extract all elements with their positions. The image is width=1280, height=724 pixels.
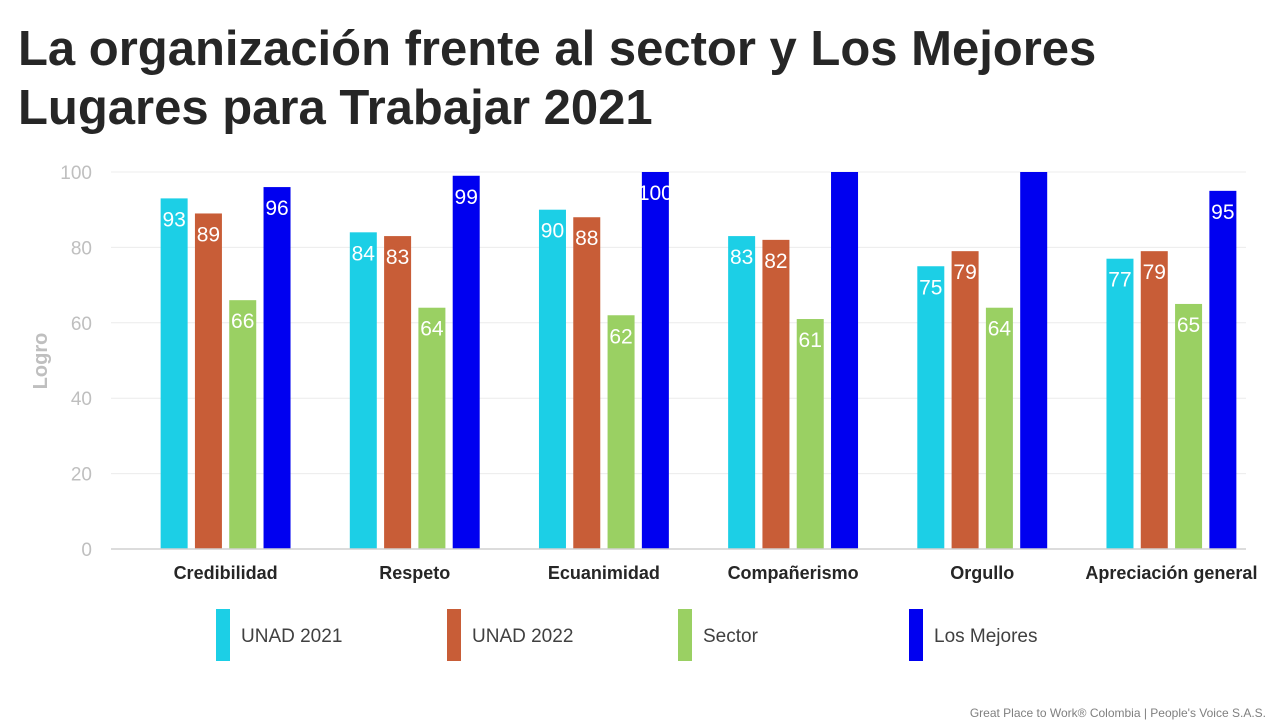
x-tick-label: Apreciación general bbox=[1085, 563, 1257, 583]
legend-label: UNAD 2021 bbox=[241, 626, 343, 647]
axes: 0 20 40 60 80 100 Logro Credibilidad Respeto Ecua… bbox=[30, 163, 1257, 583]
bar bbox=[1106, 258, 1134, 549]
bar bbox=[1175, 303, 1203, 549]
bar bbox=[728, 236, 756, 549]
legend: UNAD 2021 UNAD 2022 Sector Los Mejores bbox=[0, 606, 1280, 664]
x-tick-label: Credibilidad bbox=[174, 563, 278, 583]
legend-swatch bbox=[909, 609, 923, 661]
bar bbox=[1140, 251, 1168, 550]
footer-credit: Great Place to Work® Colombia | People's… bbox=[969, 706, 1266, 720]
bar bbox=[229, 300, 257, 549]
data-labels: 93 89 66 96 84 83 64 99 90 88 62 100 83 82 61 75 79 64 77 7… bbox=[162, 182, 1234, 352]
bar bbox=[641, 172, 669, 549]
bar bbox=[607, 315, 635, 549]
data-label: 64 bbox=[988, 318, 1012, 341]
data-label: 95 bbox=[1211, 201, 1234, 224]
x-tick-label: Orgullo bbox=[950, 563, 1014, 583]
bar bbox=[384, 236, 412, 549]
bar-chart: 93 89 66 96 84 83 64 99 90 88 62 100 83 82 61 75 79 64 77 7… bbox=[30, 163, 1257, 583]
legend-swatch bbox=[216, 609, 230, 661]
gridlines bbox=[111, 171, 1246, 475]
data-label: 88 bbox=[575, 227, 598, 250]
data-label: 96 bbox=[265, 197, 288, 220]
bar bbox=[985, 307, 1013, 549]
data-label: 83 bbox=[386, 246, 409, 269]
data-label: 61 bbox=[799, 329, 822, 352]
legend-label: Los Mejores bbox=[934, 626, 1038, 647]
bar bbox=[796, 319, 824, 549]
y-tick-label: 80 bbox=[71, 238, 92, 259]
bar bbox=[452, 175, 480, 549]
bars bbox=[160, 172, 1237, 550]
x-tick-label: Compañerismo bbox=[728, 563, 859, 583]
bar bbox=[1020, 172, 1048, 549]
bar bbox=[263, 187, 291, 549]
data-label: 82 bbox=[764, 250, 787, 273]
y-tick-label: 40 bbox=[71, 389, 92, 410]
data-label: 77 bbox=[1108, 269, 1131, 292]
bar bbox=[194, 213, 222, 549]
bar bbox=[831, 172, 859, 549]
data-label: 66 bbox=[231, 310, 254, 333]
y-tick-label: 0 bbox=[81, 540, 92, 561]
page-title: La organización frente al sector y Los M… bbox=[18, 22, 1097, 135]
data-label: 79 bbox=[1143, 261, 1166, 284]
data-label: 100 bbox=[638, 182, 673, 205]
bar bbox=[917, 266, 945, 549]
legend-swatch bbox=[678, 609, 692, 661]
data-label: 64 bbox=[420, 318, 444, 341]
legend-label: Sector bbox=[703, 626, 758, 647]
bar bbox=[1209, 190, 1237, 549]
data-label: 93 bbox=[162, 208, 185, 231]
data-label: 65 bbox=[1177, 314, 1200, 337]
bar bbox=[349, 232, 377, 549]
bar bbox=[573, 217, 601, 549]
data-label: 84 bbox=[352, 242, 376, 265]
bar bbox=[951, 251, 979, 550]
data-label: 75 bbox=[919, 276, 942, 299]
legend-label: UNAD 2022 bbox=[472, 626, 574, 647]
y-axis-title: Logro bbox=[30, 333, 52, 390]
data-label: 62 bbox=[609, 325, 632, 348]
bar bbox=[538, 209, 566, 549]
data-label: 83 bbox=[730, 246, 753, 269]
bar bbox=[418, 307, 446, 549]
legend-swatch bbox=[447, 609, 461, 661]
data-label: 90 bbox=[541, 220, 564, 243]
bar bbox=[160, 198, 188, 549]
data-label: 79 bbox=[953, 261, 976, 284]
data-label: 99 bbox=[455, 186, 478, 209]
bar bbox=[762, 239, 790, 550]
y-tick-label: 100 bbox=[60, 163, 92, 184]
y-tick-label: 20 bbox=[71, 465, 92, 486]
x-tick-label: Ecuanimidad bbox=[548, 563, 660, 583]
data-label: 89 bbox=[197, 223, 220, 246]
y-tick-label: 60 bbox=[71, 314, 92, 335]
x-tick-label: Respeto bbox=[379, 563, 450, 583]
